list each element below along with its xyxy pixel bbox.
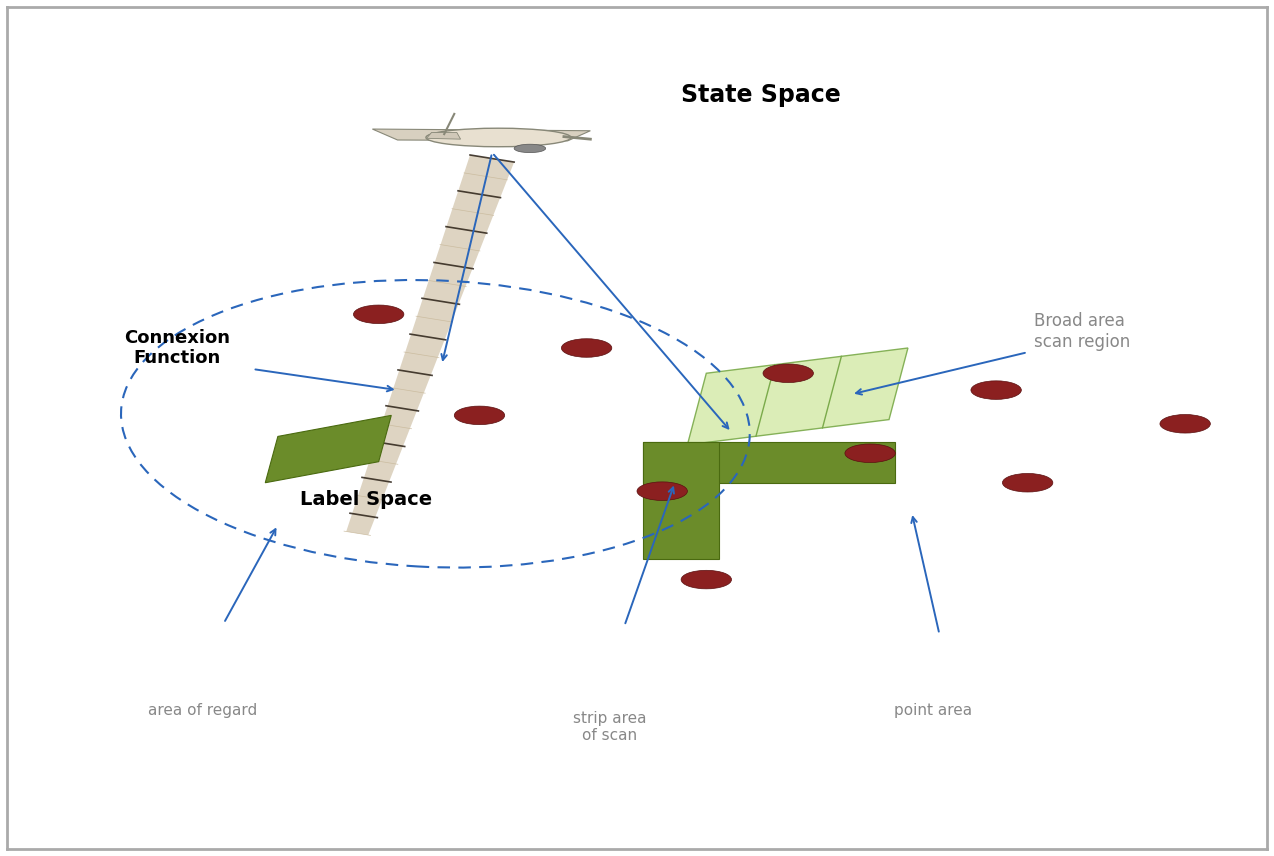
Ellipse shape [637, 482, 688, 501]
Ellipse shape [971, 381, 1022, 400]
Bar [643, 443, 719, 558]
Ellipse shape [1159, 414, 1210, 433]
Text: point area: point area [894, 703, 972, 717]
Ellipse shape [515, 144, 545, 152]
Ellipse shape [426, 128, 571, 146]
Ellipse shape [353, 305, 404, 324]
Ellipse shape [682, 570, 731, 589]
Polygon shape [688, 348, 908, 445]
Text: Label Space: Label Space [299, 490, 432, 509]
Ellipse shape [763, 364, 813, 383]
Polygon shape [347, 155, 515, 535]
Polygon shape [265, 415, 391, 483]
Text: Connexion
Function: Connexion Function [124, 329, 231, 367]
Polygon shape [427, 133, 461, 140]
Bar [643, 443, 896, 483]
Ellipse shape [1003, 473, 1052, 492]
Text: strip area
of scan: strip area of scan [572, 710, 646, 743]
Text: area of regard: area of regard [148, 703, 257, 717]
Ellipse shape [455, 406, 505, 425]
Text: State Space: State Space [682, 83, 841, 107]
Text: Broad area
scan region: Broad area scan region [1034, 312, 1130, 351]
Polygon shape [372, 129, 590, 141]
Ellipse shape [845, 444, 896, 462]
Ellipse shape [562, 339, 612, 357]
